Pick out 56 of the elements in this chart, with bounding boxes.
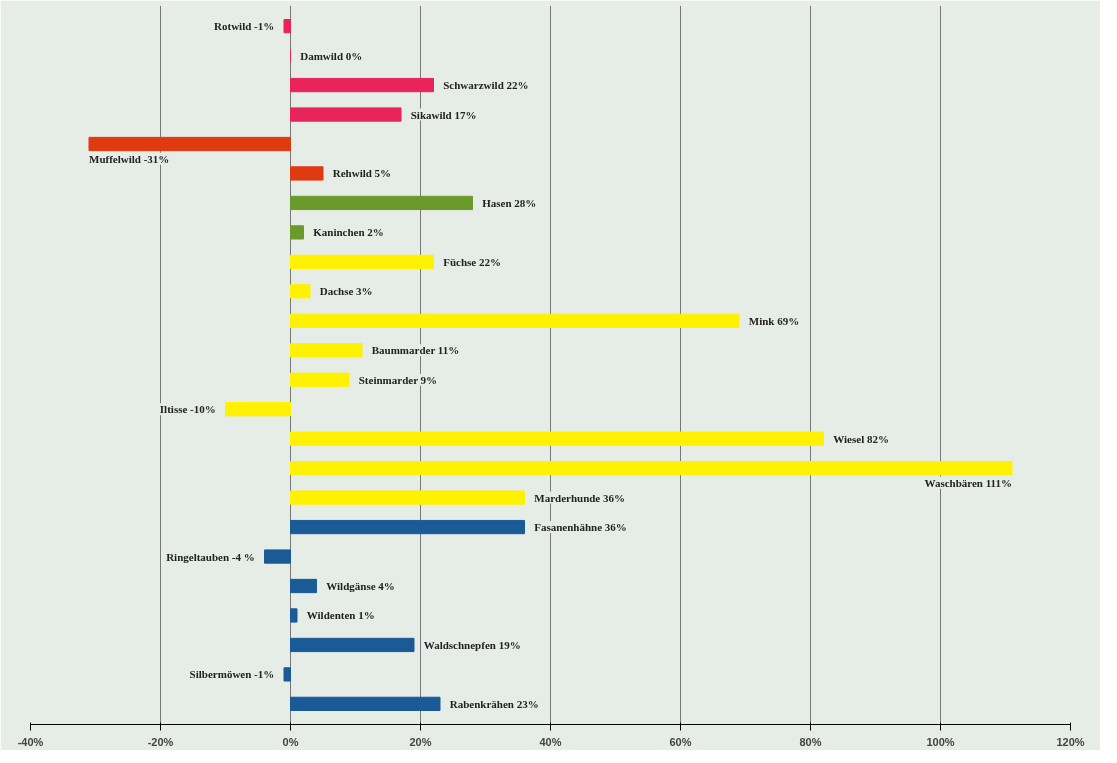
data-label: Wildenten 1% [306, 609, 375, 622]
bar [290, 637, 415, 653]
data-label: Wiesel 82% [833, 432, 889, 445]
data-label: Silbermöwen -1% [189, 668, 275, 681]
bar [290, 519, 525, 535]
bar [290, 372, 350, 387]
data-label: Kaninchen 2% [313, 226, 384, 239]
data-label: Waldschnepfen 19% [423, 638, 521, 651]
bar [290, 343, 363, 358]
data-label: Füchse 22% [443, 255, 501, 268]
bar [290, 461, 1013, 476]
data-label: Damwild 0% [300, 49, 363, 62]
data-label: Schwarzwild 22% [443, 79, 529, 92]
bar [225, 402, 291, 417]
data-label: Rotwild -1% [214, 20, 275, 33]
data-label: Iltisse -10% [159, 403, 216, 416]
x-tick-label: 80% [799, 735, 822, 748]
bar [283, 667, 291, 682]
x-tick-label: 100% [926, 735, 955, 748]
data-label: Sikawild 17% [410, 108, 477, 121]
bar [290, 225, 304, 240]
data-label: Baummarder 11% [371, 344, 460, 357]
bar [283, 19, 291, 34]
x-tick-label: -20% [147, 735, 174, 748]
data-label: Muffelwild -31% [89, 152, 170, 165]
bar [290, 77, 434, 93]
x-tick-label: 60% [669, 735, 692, 748]
bar [290, 195, 473, 211]
x-tick-label: 20% [409, 735, 432, 748]
bar [290, 696, 441, 711]
bar [290, 107, 402, 122]
data-label: Wildgänse 4% [326, 580, 395, 592]
x-tick-label: -40% [17, 735, 44, 748]
data-label: Marderhunde 36% [534, 491, 625, 504]
bar [290, 254, 434, 269]
data-label: Rehwild 5% [332, 167, 392, 180]
x-tick-label: 40% [539, 735, 562, 748]
data-label: Steinmarder 9% [358, 373, 438, 386]
bar [290, 608, 298, 623]
data-label: Waschbären 111% [924, 476, 1012, 489]
bar [264, 549, 291, 564]
data-label: Rabenkrähen 23% [449, 697, 539, 710]
bar [290, 284, 311, 299]
data-label: Mink 69% [748, 314, 800, 327]
bar [290, 313, 740, 328]
data-label: Ringeltauben -4 % [166, 550, 255, 563]
x-tick-label: 120% [1056, 735, 1085, 748]
data-label: Fasanenhähne 36% [534, 521, 627, 534]
data-label: Hasen 28% [482, 196, 537, 209]
bar [290, 490, 525, 505]
data-label: Dachse 3% [319, 285, 373, 298]
bar [290, 578, 317, 594]
bar [88, 136, 291, 152]
x-tick-label: 0% [282, 735, 299, 748]
bar [290, 166, 324, 181]
bar [290, 431, 824, 446]
